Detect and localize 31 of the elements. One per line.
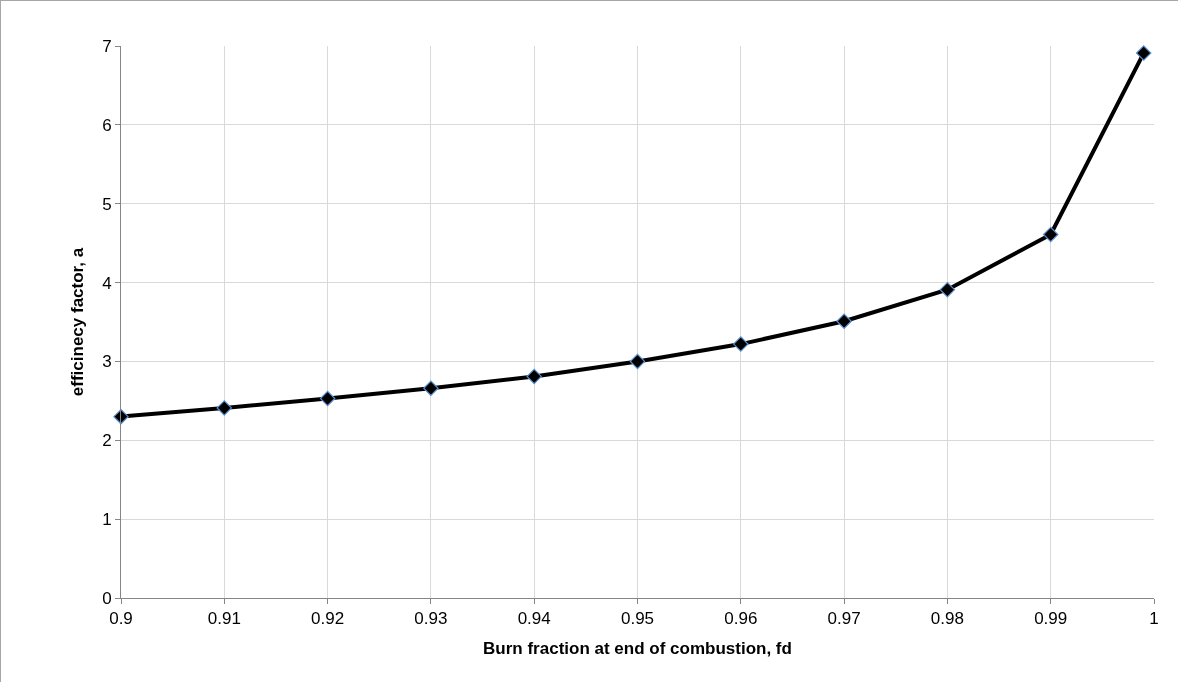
x-tick-label: 0.96 — [724, 609, 758, 629]
x-tick-label: 0.9 — [109, 609, 133, 629]
x-tick-label: 0.94 — [517, 609, 551, 629]
point — [216, 400, 233, 416]
point — [939, 281, 956, 298]
x-tick-label: 1 — [1149, 609, 1159, 629]
point — [1042, 226, 1059, 243]
x-tick-label: 0.95 — [620, 609, 655, 629]
x-tick-label: 0.99 — [1034, 609, 1068, 629]
x-tick-label: 0.93 — [414, 609, 448, 629]
y-tick-label: 4 — [102, 273, 112, 293]
y-tick-label: 0 — [102, 588, 112, 608]
x-tick-label: 0.91 — [207, 609, 241, 629]
point — [733, 336, 749, 352]
point — [836, 313, 852, 329]
y-axis-title: efficinecy factor, a — [67, 247, 87, 397]
y-tick-label: 6 — [102, 115, 112, 135]
point — [319, 390, 336, 407]
x-axis-title: Burn fraction at end of combustion, fd — [483, 638, 792, 658]
y-tick-label: 3 — [102, 352, 112, 372]
x-tick-label: 0.92 — [311, 609, 345, 629]
point — [423, 380, 439, 396]
y-tick-label: 7 — [102, 36, 112, 56]
y-tick-label: 2 — [102, 431, 112, 451]
y-tick-label: 5 — [102, 194, 112, 214]
point — [1135, 45, 1152, 61]
y-tick-label: 1 — [102, 510, 112, 530]
x-tick-label: 0.97 — [827, 609, 861, 629]
point — [526, 368, 542, 385]
point — [629, 353, 646, 370]
x-tick-label: 0.98 — [930, 609, 964, 629]
